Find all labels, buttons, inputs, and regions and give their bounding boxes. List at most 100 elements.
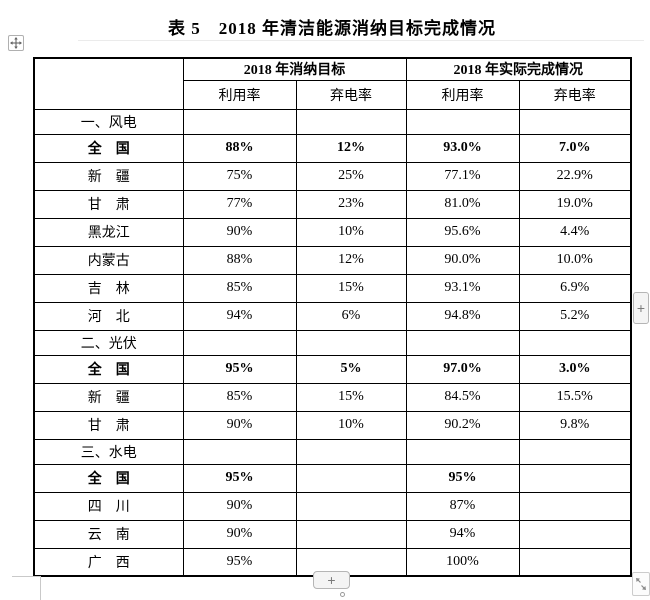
value-cell[interactable]: 23%: [295, 189, 407, 219]
value-cell[interactable]: [518, 329, 632, 356]
value-cell[interactable]: 90.2%: [405, 410, 520, 440]
value-cell[interactable]: 81.0%: [405, 189, 520, 219]
value-cell[interactable]: 5.2%: [518, 301, 632, 331]
value-cell[interactable]: [518, 108, 632, 135]
value-cell[interactable]: 85%: [182, 382, 297, 412]
value-cell[interactable]: [518, 547, 632, 577]
value-cell[interactable]: 6.9%: [518, 273, 632, 303]
corner-cell[interactable]: [33, 57, 184, 110]
value-cell[interactable]: 12%: [295, 133, 407, 163]
value-cell[interactable]: 97.0%: [405, 354, 520, 384]
row-label[interactable]: 三、水电: [33, 438, 184, 465]
subheader-utilization-actual[interactable]: 利用率: [405, 79, 520, 110]
row-label[interactable]: 云 南: [33, 519, 184, 549]
value-cell[interactable]: 90%: [182, 519, 297, 549]
value-cell[interactable]: [182, 108, 297, 135]
value-cell[interactable]: 95%: [182, 354, 297, 384]
value-cell[interactable]: 19.0%: [518, 189, 632, 219]
value-cell[interactable]: [295, 108, 407, 135]
value-cell[interactable]: 90.0%: [405, 245, 520, 275]
value-cell[interactable]: [405, 438, 520, 465]
value-cell[interactable]: 22.9%: [518, 161, 632, 191]
value-cell[interactable]: 15%: [295, 382, 407, 412]
value-cell[interactable]: 93.1%: [405, 273, 520, 303]
header-actual-group[interactable]: 2018 年实际完成情况: [405, 57, 632, 81]
value-cell[interactable]: [518, 463, 632, 493]
row-label[interactable]: 内蒙古: [33, 245, 184, 275]
value-cell[interactable]: 95%: [182, 547, 297, 577]
value-cell[interactable]: [295, 547, 407, 577]
value-cell[interactable]: [518, 519, 632, 549]
value-cell[interactable]: 94%: [182, 301, 297, 331]
value-cell[interactable]: 10%: [295, 217, 407, 247]
add-button-right[interactable]: +: [633, 292, 649, 324]
value-cell[interactable]: 12%: [295, 245, 407, 275]
value-cell[interactable]: [295, 329, 407, 356]
value-cell[interactable]: 94%: [405, 519, 520, 549]
value-cell[interactable]: 3.0%: [518, 354, 632, 384]
value-cell[interactable]: 90%: [182, 491, 297, 521]
row-label[interactable]: 吉 林: [33, 273, 184, 303]
value-cell[interactable]: 15%: [295, 273, 407, 303]
row-label[interactable]: 新 疆: [33, 382, 184, 412]
value-cell[interactable]: [405, 108, 520, 135]
value-cell[interactable]: [182, 438, 297, 465]
value-cell[interactable]: 90%: [182, 217, 297, 247]
subheader-curtailment-target[interactable]: 弃电率: [295, 79, 407, 110]
value-cell[interactable]: 95%: [182, 463, 297, 493]
value-cell[interactable]: [405, 329, 520, 356]
data-row: 新 疆 85% 15% 84.5% 15.5%: [33, 382, 632, 412]
value-cell[interactable]: 7.0%: [518, 133, 632, 163]
value-cell[interactable]: [182, 329, 297, 356]
row-label[interactable]: 广 西: [33, 547, 184, 577]
table-body: 一、风电全 国 88% 12% 93.0% 7.0% 新 疆 75% 25% 77.1% 22.9…: [33, 108, 632, 577]
row-label[interactable]: 全 国: [33, 463, 184, 493]
value-cell[interactable]: 85%: [182, 273, 297, 303]
row-label[interactable]: 河 北: [33, 301, 184, 331]
value-cell[interactable]: 9.8%: [518, 410, 632, 440]
value-cell[interactable]: 87%: [405, 491, 520, 521]
row-label[interactable]: 全 国: [33, 133, 184, 163]
subheader-utilization-target[interactable]: 利用率: [182, 79, 297, 110]
row-label[interactable]: 全 国: [33, 354, 184, 384]
header-target-group[interactable]: 2018 年消纳目标: [182, 57, 407, 81]
value-cell[interactable]: 95.6%: [405, 217, 520, 247]
value-cell[interactable]: [295, 438, 407, 465]
value-cell[interactable]: 77.1%: [405, 161, 520, 191]
data-row: 云 南 90% 94%: [33, 519, 632, 549]
value-cell[interactable]: [295, 463, 407, 493]
value-cell[interactable]: 25%: [295, 161, 407, 191]
value-cell[interactable]: [518, 491, 632, 521]
value-cell[interactable]: 95%: [405, 463, 520, 493]
table-resize-handle[interactable]: [632, 572, 650, 596]
value-cell[interactable]: 94.8%: [405, 301, 520, 331]
value-cell[interactable]: [295, 491, 407, 521]
value-cell[interactable]: 77%: [182, 189, 297, 219]
value-cell[interactable]: [518, 438, 632, 465]
row-label[interactable]: 新 疆: [33, 161, 184, 191]
value-cell[interactable]: 15.5%: [518, 382, 632, 412]
table-move-handle[interactable]: [8, 35, 24, 51]
value-cell[interactable]: 6%: [295, 301, 407, 331]
row-label[interactable]: 一、风电: [33, 108, 184, 135]
canvas-corner-line-horizontal: [12, 576, 41, 577]
row-label[interactable]: 甘 肃: [33, 189, 184, 219]
value-cell[interactable]: 84.5%: [405, 382, 520, 412]
value-cell[interactable]: 75%: [182, 161, 297, 191]
add-button-bottom[interactable]: +: [313, 571, 350, 589]
value-cell[interactable]: 90%: [182, 410, 297, 440]
value-cell[interactable]: 88%: [182, 245, 297, 275]
value-cell[interactable]: 93.0%: [405, 133, 520, 163]
row-label[interactable]: 二、光伏: [33, 329, 184, 356]
value-cell[interactable]: [295, 519, 407, 549]
subheader-curtailment-actual[interactable]: 弃电率: [518, 79, 632, 110]
row-label[interactable]: 甘 肃: [33, 410, 184, 440]
value-cell[interactable]: 4.4%: [518, 217, 632, 247]
row-label[interactable]: 黑龙江: [33, 217, 184, 247]
value-cell[interactable]: 10%: [295, 410, 407, 440]
value-cell[interactable]: 10.0%: [518, 245, 632, 275]
value-cell[interactable]: 5%: [295, 354, 407, 384]
value-cell[interactable]: 88%: [182, 133, 297, 163]
value-cell[interactable]: 100%: [405, 547, 520, 577]
row-label[interactable]: 四 川: [33, 491, 184, 521]
